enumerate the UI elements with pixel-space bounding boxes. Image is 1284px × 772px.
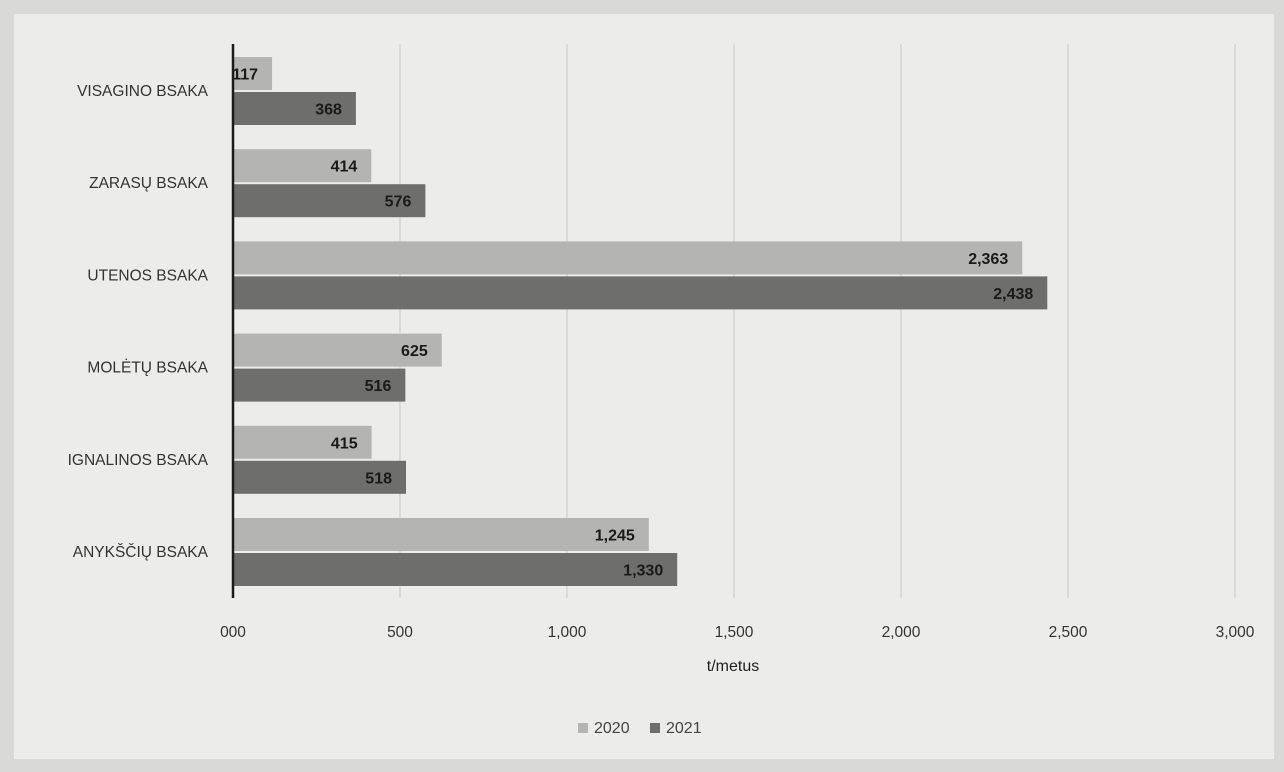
x-tick-label: 2,000 bbox=[882, 624, 921, 641]
x-tick-label: 2,500 bbox=[1049, 624, 1088, 641]
data-label-2020: 415 bbox=[331, 435, 358, 452]
category-label: UTENOS BSAKA bbox=[87, 267, 208, 284]
data-label-2021: 2,438 bbox=[993, 286, 1033, 303]
category-label: MOLĖTŲ BSAKA bbox=[87, 359, 208, 377]
category-label: ANYKŠČIŲ BSAKA bbox=[73, 544, 209, 561]
data-label-2021: 516 bbox=[365, 378, 392, 395]
data-label-2021: 518 bbox=[365, 470, 392, 487]
bar-2020 bbox=[233, 57, 273, 90]
bar-2021 bbox=[233, 460, 407, 494]
bar-2020 bbox=[233, 333, 442, 367]
x-tick-label: 3,000 bbox=[1216, 624, 1255, 641]
bar-2020 bbox=[233, 518, 649, 551]
x-tick-label: 000 bbox=[220, 624, 246, 641]
bar-2020 bbox=[233, 425, 372, 459]
plot-area bbox=[14, 14, 1274, 759]
x-tick-label: 1,500 bbox=[715, 624, 754, 641]
category-label: VISAGINO BSAKA bbox=[77, 83, 209, 100]
data-label-2020: 117 bbox=[232, 67, 258, 84]
legend-label-2020: 2020 bbox=[594, 720, 630, 737]
data-label-2020: 414 bbox=[331, 159, 358, 176]
bar-2021 bbox=[233, 276, 1048, 310]
legend-swatch-2021 bbox=[650, 723, 660, 733]
bar-2021 bbox=[233, 368, 406, 402]
data-label-2020: 2,363 bbox=[968, 251, 1008, 268]
bar-2021 bbox=[233, 184, 426, 218]
x-tick-label: 500 bbox=[387, 624, 413, 641]
data-label-2020: 1,245 bbox=[595, 528, 635, 545]
bar-2021 bbox=[233, 553, 678, 586]
bar-2020 bbox=[233, 149, 372, 183]
legend-swatch-2020 bbox=[578, 723, 588, 733]
x-tick-label: 1,000 bbox=[548, 624, 587, 641]
data-label-2021: 576 bbox=[385, 194, 412, 211]
data-label-2021: 368 bbox=[315, 102, 342, 119]
category-label: ZARASŲ BSAKA bbox=[89, 175, 209, 192]
bar-2020 bbox=[233, 241, 1023, 275]
category-label: IGNALINOS BSAKA bbox=[68, 452, 209, 469]
data-label-2021: 1,330 bbox=[623, 563, 663, 580]
legend-label-2021: 2021 bbox=[666, 720, 702, 737]
bar-2021 bbox=[233, 92, 356, 125]
data-label-2020: 625 bbox=[401, 343, 428, 360]
x-axis-title: t/metus bbox=[707, 658, 759, 675]
